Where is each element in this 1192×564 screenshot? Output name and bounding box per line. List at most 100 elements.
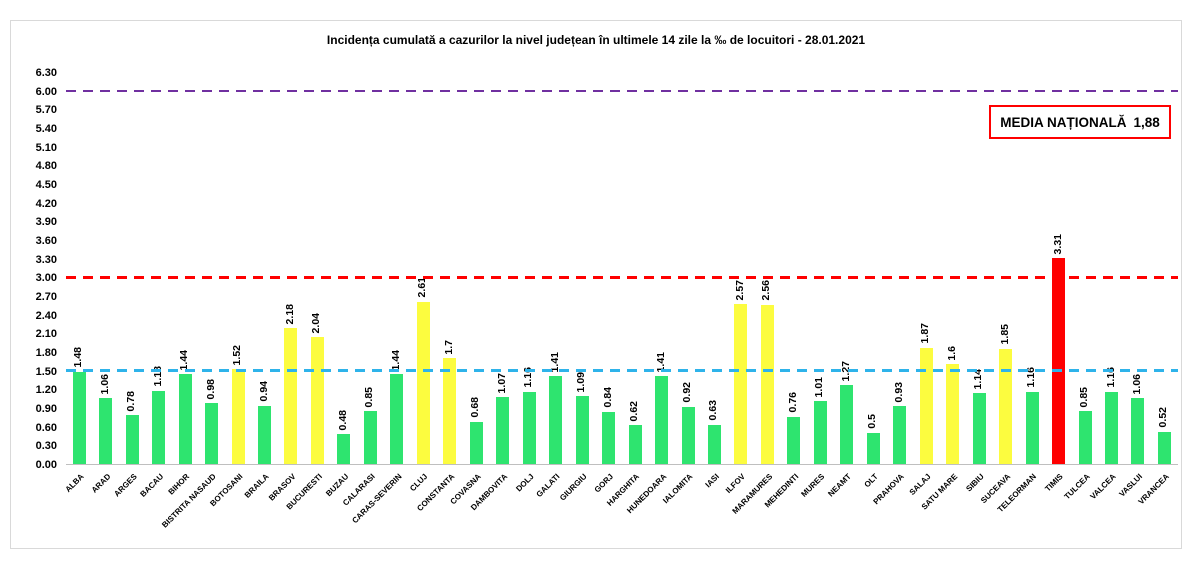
bar-cluj bbox=[416, 301, 430, 464]
bar-slot-caras-severin: 1.44 bbox=[384, 73, 410, 464]
bar-value-label: 0.78 bbox=[125, 391, 138, 412]
bar-slot-bihor: 1.44 bbox=[172, 73, 198, 464]
x-slot-dolj: DOLJ bbox=[514, 466, 542, 550]
chart-title: Incidența cumulată a cazurilor la nivel … bbox=[326, 33, 866, 47]
bar-slot-tulcea: 0.85 bbox=[1072, 73, 1098, 464]
bar-value-label: 1.44 bbox=[178, 349, 191, 371]
x-slot-sibiu: SIBIU bbox=[964, 466, 992, 550]
x-axis-label: ILFOV bbox=[724, 472, 748, 496]
bar-dolj bbox=[522, 391, 536, 464]
y-tick-label: 6.30 bbox=[35, 67, 57, 79]
y-tick-label: 2.70 bbox=[35, 291, 57, 303]
x-slot-tulcea: TULCEA bbox=[1062, 466, 1098, 550]
x-slot-alba: ALBA bbox=[64, 466, 92, 550]
bar-ialomita bbox=[681, 406, 695, 464]
bar-slot-dolj: 1.16 bbox=[516, 73, 542, 464]
bar-bistrita-nasaud bbox=[205, 403, 219, 464]
bar-slot-neamt: 1.27 bbox=[834, 73, 860, 464]
bar-prahova bbox=[893, 406, 907, 464]
y-tick-label: 0.00 bbox=[35, 459, 57, 471]
bar-slot-mehedinti: 0.76 bbox=[781, 73, 807, 464]
bar-value-label: 2.57 bbox=[733, 279, 746, 301]
y-tick-label: 1.80 bbox=[35, 347, 57, 359]
bar-value-label: 1.87 bbox=[919, 323, 932, 344]
bar-slot-valcea: 1.16 bbox=[1098, 73, 1124, 464]
bar-bacau bbox=[152, 390, 166, 464]
bar-value-label: 2.56 bbox=[760, 280, 773, 301]
bar-covasna bbox=[469, 421, 483, 464]
bar-arad bbox=[99, 398, 113, 464]
bar-dambovita bbox=[496, 397, 510, 464]
national-average-value: 1,88 bbox=[1133, 114, 1160, 130]
x-axis-label: CLUJ bbox=[408, 472, 430, 494]
bar-value-label: 1.48 bbox=[72, 347, 85, 368]
x-slot-constanta: CONSTANTA bbox=[415, 466, 463, 550]
bar-slot-vrancea: 0.52 bbox=[1151, 73, 1177, 464]
x-slot-mures: MURES bbox=[800, 466, 833, 550]
x-axis-label: IASI bbox=[703, 472, 721, 490]
x-slot-ialomita: IALOMITA bbox=[661, 466, 701, 550]
x-axis-label: ARAD bbox=[89, 472, 113, 495]
bar-slot-covasna: 0.68 bbox=[463, 73, 489, 464]
bar-value-label: 1.7 bbox=[442, 339, 455, 355]
bar-tulcea bbox=[1078, 411, 1092, 464]
bar-harghita bbox=[628, 425, 642, 464]
plot-area: 1.48 1.06 0.78 1.18 1.44 0.98 1.52 0.94 2.18 2.04… bbox=[66, 73, 1178, 465]
x-slot-prahova: PRAHOVA bbox=[872, 466, 913, 550]
x-slot-caras-severin: CARAS-SEVERIN bbox=[350, 466, 410, 550]
reference-line bbox=[66, 89, 1178, 92]
bar-value-label: 1.01 bbox=[813, 376, 826, 398]
bar-value-label: 0.94 bbox=[257, 381, 270, 402]
y-tick-label: 0.90 bbox=[35, 403, 57, 415]
bar-vaslui bbox=[1131, 398, 1145, 464]
national-average-label: MEDIA NAȚIONALĂ bbox=[1000, 114, 1127, 130]
chart-frame: Incidența cumulată a cazurilor la nivel … bbox=[10, 20, 1182, 549]
y-tick-label: 5.10 bbox=[35, 141, 57, 154]
x-axis-label: GORJ bbox=[592, 472, 615, 495]
bar-slot-alba: 1.48 bbox=[66, 73, 92, 464]
y-tick-label: 3.30 bbox=[35, 253, 57, 266]
y-tick-label: 6.00 bbox=[35, 85, 57, 98]
bar-teleorman bbox=[1025, 391, 1039, 464]
y-tick-label: 1.50 bbox=[35, 365, 57, 378]
bar-slot-giurgiu: 1.09 bbox=[569, 73, 595, 464]
bar-value-label: 1.09 bbox=[575, 371, 588, 393]
bar-mures bbox=[813, 401, 827, 464]
x-slot-bacau: BACAU bbox=[138, 466, 171, 550]
reference-line bbox=[66, 275, 1178, 279]
bar-constanta bbox=[443, 358, 457, 464]
x-slot-dambovita: DAMBOVITA bbox=[469, 466, 516, 550]
bar-neamt bbox=[840, 384, 854, 464]
bar-caras-severin bbox=[390, 374, 404, 464]
x-slot-timis: TIMIS bbox=[1043, 466, 1071, 550]
bar-slot-galati: 1.41 bbox=[542, 73, 568, 464]
y-tick-label: 0.30 bbox=[35, 440, 57, 453]
bar-slot-brasov: 2.18 bbox=[278, 73, 304, 464]
bar-value-label: 0.92 bbox=[681, 382, 694, 403]
x-axis-label: OLT bbox=[862, 472, 880, 490]
bar-slot-cluj: 2.61 bbox=[410, 73, 436, 464]
bar-slot-gorj: 0.84 bbox=[595, 73, 621, 464]
national-average-box: MEDIA NAȚIONALĂ 1,88 bbox=[989, 105, 1171, 139]
bar-hunedoara bbox=[655, 376, 669, 464]
bar-salaj bbox=[919, 347, 933, 464]
bar-alba bbox=[72, 371, 86, 464]
bar-suceava bbox=[999, 348, 1013, 464]
x-slot-olt: OLT bbox=[860, 466, 886, 550]
bar-value-label: 2.18 bbox=[283, 303, 296, 325]
y-tick-label: 4.20 bbox=[35, 197, 57, 210]
bar-value-label: 0.93 bbox=[892, 381, 905, 403]
x-slot-valcea: VALCEA bbox=[1089, 466, 1124, 550]
bar-value-label: 1.85 bbox=[998, 324, 1011, 345]
x-slot-iasi: IASI bbox=[701, 466, 727, 550]
bar-value-label: 1.06 bbox=[98, 373, 111, 395]
bar-slot-olt: 0.5 bbox=[860, 73, 886, 464]
bar-slot-timis: 3.31 bbox=[1045, 73, 1071, 464]
reference-line bbox=[66, 369, 1178, 373]
bar-iasi bbox=[707, 424, 721, 464]
y-tick-label: 4.50 bbox=[35, 179, 57, 191]
x-slot-vaslui: VASLUI bbox=[1118, 466, 1151, 550]
bar-giurgiu bbox=[575, 396, 589, 464]
bar-value-label: 0.85 bbox=[363, 386, 376, 408]
y-tick-label: 5.70 bbox=[35, 104, 57, 117]
